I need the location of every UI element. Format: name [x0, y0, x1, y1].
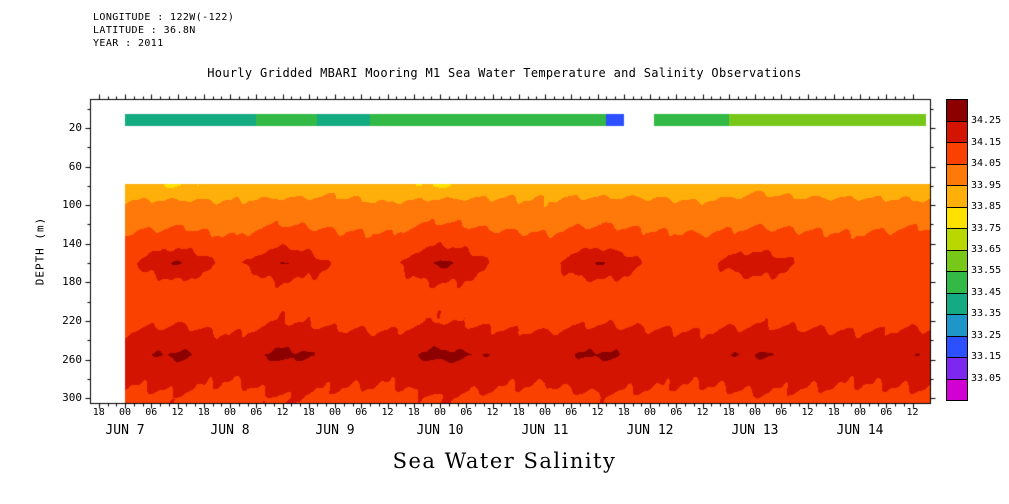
x-tick-label: 00: [643, 407, 657, 418]
latitude-label: LATITUDE : 36.8N: [93, 25, 196, 36]
colorbar-label: 33.25: [971, 329, 1002, 341]
salinity-contour-canvas: [80, 89, 940, 413]
colorbar-label: 33.65: [971, 244, 1002, 255]
x-tick-label: 00: [118, 407, 132, 418]
x-tick-label: 18: [302, 407, 315, 418]
colorbar-segment: [947, 100, 967, 121]
x-tick-label: 00: [223, 407, 237, 418]
x-tick-label: 06: [670, 407, 683, 418]
colorbar-label: 33.85: [971, 201, 1002, 213]
x-tick-label: 18: [92, 407, 105, 418]
x-tick-label: 00: [328, 407, 342, 418]
x-tick-label: 18: [722, 407, 735, 418]
colorbar-segment: [947, 249, 967, 271]
x-tick-label: 18: [617, 407, 630, 418]
year-label: YEAR : 2011: [93, 38, 164, 49]
date-label: JUN 13: [731, 423, 779, 438]
colorbar-label: 33.15: [971, 351, 1002, 363]
x-tick-label: 18: [197, 407, 210, 418]
x-tick-label: 00: [853, 407, 867, 418]
colorbar-segment: [947, 228, 967, 250]
x-tick-label: 12: [801, 407, 814, 418]
colorbar-segment: [947, 335, 967, 357]
colorbar-segment: [947, 357, 967, 379]
colorbar-segment: [947, 271, 967, 293]
colorbar-label: 34.25: [971, 115, 1002, 127]
x-tick-label: 12: [696, 407, 709, 418]
x-tick-label: 06: [460, 407, 473, 418]
colorbar-segment: [947, 292, 967, 314]
x-tick-label: 06: [355, 407, 368, 418]
y-tick-label: 100: [62, 198, 82, 212]
x-tick-label: 12: [171, 407, 184, 418]
y-tick-label: 300: [62, 391, 82, 405]
colorbar-segment: [947, 163, 967, 185]
date-label: JUN 12: [626, 423, 674, 438]
x-tick-label: 12: [906, 407, 919, 418]
colorbar-label: 33.05: [971, 372, 1002, 384]
date-label: JUN 11: [521, 423, 569, 438]
y-tick-label: 180: [62, 275, 82, 289]
colorbar-label: 33.35: [971, 308, 1002, 320]
chart-footer-title: Sea Water Salinity: [392, 449, 617, 473]
x-tick-label: 06: [145, 407, 158, 418]
colorbar-segment: [947, 314, 967, 336]
colorbar-label: 34.15: [971, 136, 1002, 148]
x-tick-label: 00: [538, 407, 552, 418]
date-label: JUN 8: [210, 423, 250, 438]
colorbar-segment: [947, 185, 967, 207]
date-label: JUN 9: [315, 423, 355, 438]
y-tick-label: 140: [62, 236, 82, 250]
colorbar-segment: [947, 142, 967, 164]
x-tick-label: 18: [827, 407, 840, 418]
longitude-label: LONGITUDE : 122W(-122): [93, 12, 235, 23]
x-tick-label: 18: [512, 407, 525, 418]
colorbar-label: 33.45: [971, 286, 1002, 298]
y-tick-label: 60: [68, 159, 82, 173]
colorbar-segment: [947, 206, 967, 228]
y-tick-label: 260: [62, 352, 82, 366]
x-tick-label: 06: [880, 407, 893, 418]
y-tick-label: 220: [62, 313, 82, 327]
x-tick-label: 18: [407, 407, 420, 418]
colorbar: [946, 99, 968, 401]
colorbar-label: 33.75: [971, 222, 1002, 234]
x-tick-label: 12: [381, 407, 394, 418]
colorbar-segment: [947, 378, 967, 400]
colorbar-label: 34.05: [971, 158, 1002, 170]
date-label: JUN 7: [105, 423, 145, 438]
x-tick-label: 06: [565, 407, 578, 418]
x-tick-label: 06: [250, 407, 263, 418]
x-tick-label: 12: [591, 407, 604, 418]
x-tick-label: 06: [775, 407, 788, 418]
y-tick-label: 20: [68, 120, 82, 134]
colorbar-label: 33.55: [971, 265, 1002, 277]
date-label: JUN 14: [836, 423, 884, 438]
x-tick-label: 12: [276, 407, 289, 418]
x-tick-label: 00: [433, 407, 447, 418]
date-label: JUN 10: [416, 423, 464, 438]
colorbar-label: 33.95: [971, 179, 1002, 191]
plot-metadata: LONGITUDE : 122W(-122) LATITUDE : 36.8N …: [93, 11, 234, 50]
x-tick-label: 12: [486, 407, 499, 418]
plot-title: Hourly Gridded MBARI Mooring M1 Sea Wate…: [207, 66, 802, 80]
x-tick-label: 00: [748, 407, 762, 418]
colorbar-segment: [947, 120, 967, 142]
